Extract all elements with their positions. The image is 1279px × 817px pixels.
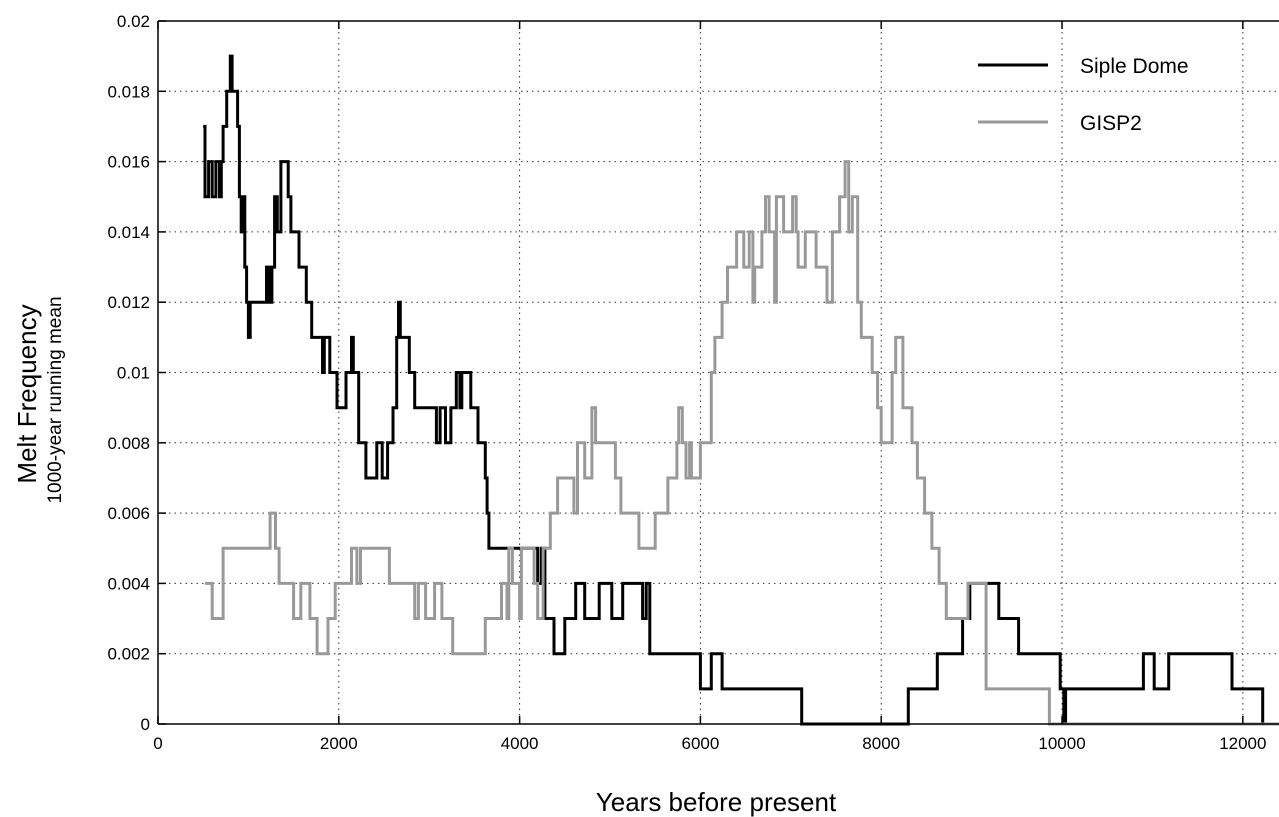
series-lines [203, 54, 1279, 726]
y-tick-label: 0 [141, 715, 150, 734]
axes [157, 20, 1279, 725]
y-tick-label: 0.016 [107, 153, 150, 172]
x-tick-label: 6000 [682, 734, 720, 753]
series-line-siple-dome [203, 54, 1279, 726]
y-axis-subtitle: 1000-year running mean [45, 296, 66, 503]
y-axis-title: Melt Frequency [12, 304, 42, 483]
y-tick-label: 0.012 [107, 293, 150, 312]
y-tick-label: 0.02 [117, 12, 150, 31]
y-tick-label: 0.002 [107, 645, 150, 664]
x-tick-label: 10000 [1038, 734, 1085, 753]
legend-label-siple-dome: Siple Dome [1080, 55, 1189, 78]
y-tick-label: 0.018 [107, 82, 150, 101]
x-axis-title: Years before present [596, 787, 837, 817]
legend-label-gisp2: GISP2 [1080, 112, 1142, 135]
y-tick-label: 0.006 [107, 504, 150, 523]
x-tick-label: 8000 [862, 734, 900, 753]
x-tick-label: 4000 [501, 734, 539, 753]
x-tick-label: 12000 [1219, 734, 1266, 753]
x-tick-label: 2000 [320, 734, 358, 753]
y-tick-label: 0.014 [107, 223, 150, 242]
y-tick-label: 0.008 [107, 434, 150, 453]
legend: Siple Dome GISP2 [978, 55, 1189, 135]
y-tick-label: 0.01 [117, 364, 150, 383]
x-tick-label: 0 [153, 734, 162, 753]
y-tick-label: 0.004 [107, 574, 150, 593]
series-line-gisp2 [205, 160, 1279, 726]
tick-labels: 0 2000 4000 6000 8000 10000 12000 0 0.002 0.004 0.… [107, 12, 1266, 753]
